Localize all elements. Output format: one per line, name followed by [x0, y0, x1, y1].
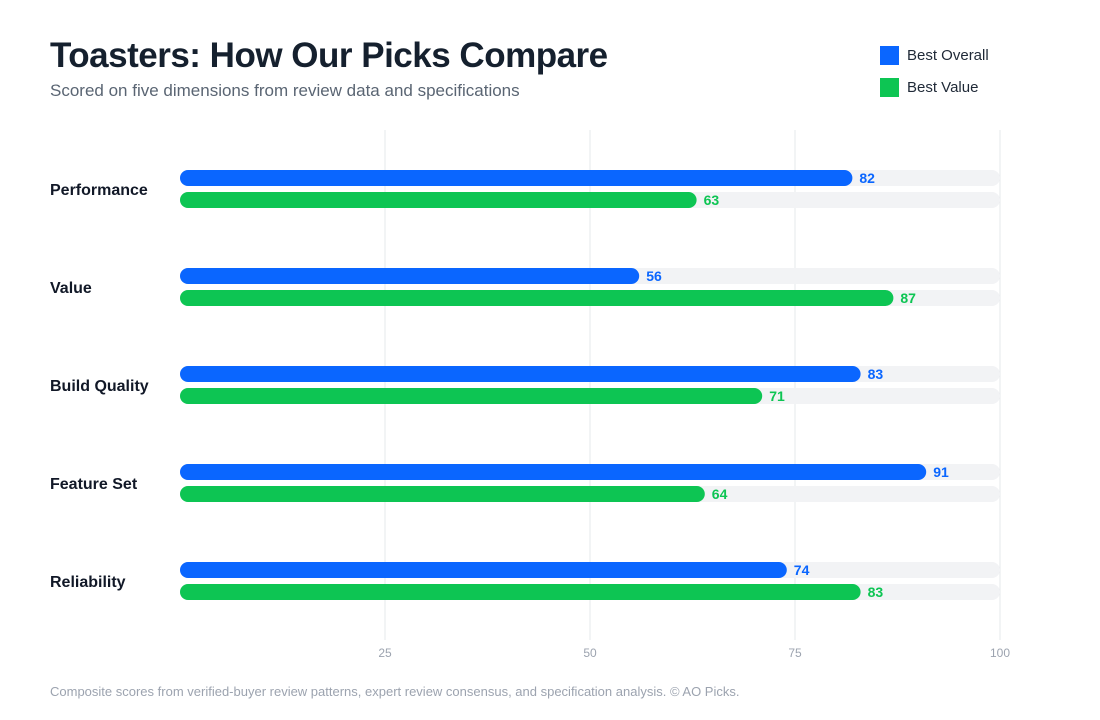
value-label-value-best-value: 87 — [900, 290, 916, 306]
value-label-feature-set-best-overall: 91 — [933, 464, 949, 480]
bar-reliability-best-value — [180, 584, 861, 600]
legend-swatch-best-value — [880, 77, 899, 97]
x-tick-label-100: 100 — [990, 646, 1010, 660]
legend-swatch-best-overall — [880, 45, 899, 65]
value-label-build-quality-best-value: 71 — [769, 388, 785, 404]
category-label-reliability: Reliability — [50, 574, 126, 591]
legend-item-best-value: Best Value — [880, 77, 989, 97]
bar-feature-set-best-value — [180, 486, 705, 502]
category-label-value: Value — [50, 280, 92, 297]
bar-value-best-overall — [180, 268, 640, 284]
value-label-reliability-best-overall: 74 — [794, 562, 810, 578]
bar-feature-set-best-overall — [180, 464, 927, 480]
x-tick-label-75: 75 — [788, 646, 802, 660]
value-label-performance-best-overall: 82 — [859, 170, 875, 186]
legend-label-best-value: Best Value — [907, 78, 979, 96]
legend-label-best-overall: Best Overall — [907, 46, 989, 64]
bar-performance-best-overall — [180, 170, 853, 186]
bar-reliability-best-overall — [180, 562, 787, 578]
legend-item-best-overall: Best Overall — [880, 45, 989, 65]
value-label-reliability-best-value: 83 — [868, 584, 884, 600]
bar-build-quality-best-overall — [180, 366, 861, 382]
x-tick-label-25: 25 — [378, 646, 392, 660]
x-tick-label-50: 50 — [583, 646, 597, 660]
value-label-feature-set-best-value: 64 — [712, 486, 728, 502]
bar-value-best-value — [180, 290, 894, 306]
bar-performance-best-value — [180, 192, 697, 208]
category-label-performance: Performance — [50, 182, 148, 199]
category-label-feature-set: Feature Set — [50, 476, 138, 493]
value-label-performance-best-value: 63 — [704, 192, 720, 208]
bar-build-quality-best-value — [180, 388, 763, 404]
legend: Best Overall Best Value — [880, 45, 989, 109]
value-label-value-best-overall: 56 — [646, 268, 662, 284]
value-label-build-quality-best-overall: 83 — [868, 366, 884, 382]
category-label-build-quality: Build Quality — [50, 378, 149, 395]
footnote: Composite scores from verified-buyer rev… — [50, 684, 740, 699]
chart-subtitle: Scored on five dimensions from review da… — [50, 81, 520, 100]
chart-title: Toasters: How Our Picks Compare — [50, 36, 608, 75]
